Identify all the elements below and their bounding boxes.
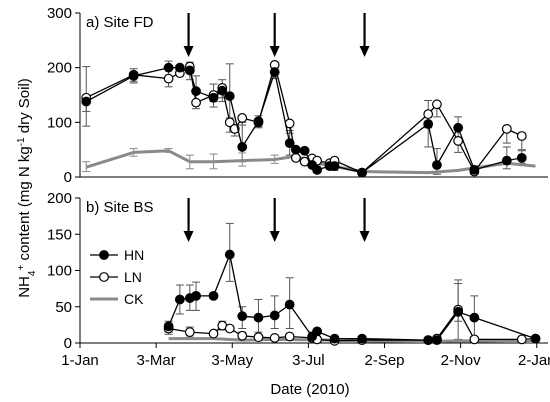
event-arrow-head	[359, 231, 370, 242]
point-ln	[432, 99, 442, 110]
point-ln	[501, 123, 512, 134]
point-hn	[269, 310, 280, 321]
point-hn	[432, 160, 442, 170]
x-tick-label: 1-Jan	[61, 352, 99, 369]
legend-marker-hn	[99, 250, 109, 260]
point-hn	[453, 306, 464, 317]
point-hn	[423, 119, 434, 129]
point-ln	[423, 109, 434, 120]
point-hn	[357, 333, 367, 344]
event-arrow-head	[183, 46, 194, 57]
point-hn	[284, 299, 295, 310]
point-hn	[191, 86, 201, 97]
point-hn	[163, 321, 174, 332]
x-tick-label: 3-Jul	[292, 352, 325, 369]
point-hn	[432, 335, 442, 346]
event-arrow-head	[183, 231, 194, 242]
y-tick-label: 200	[47, 190, 72, 207]
point-hn	[217, 85, 228, 96]
point-hn	[237, 311, 248, 322]
point-ln	[163, 73, 174, 84]
point-hn	[469, 312, 480, 323]
point-ln	[224, 323, 235, 334]
point-hn	[128, 70, 139, 81]
point-hn	[208, 290, 219, 301]
point-hn	[329, 333, 340, 344]
legend-label-hn: HN	[124, 247, 144, 263]
point-hn	[453, 122, 464, 133]
point-ln	[469, 334, 480, 345]
y-tick-label: 50	[55, 299, 72, 316]
point-hn	[184, 65, 195, 76]
legend-label-ck: CK	[124, 291, 144, 307]
point-hn	[469, 164, 480, 175]
event-arrow-head	[359, 46, 370, 57]
point-hn	[312, 164, 323, 175]
event-arrow-head	[269, 231, 280, 242]
point-hn	[191, 290, 201, 301]
point-hn	[312, 326, 323, 337]
point-ln	[191, 97, 201, 108]
point-hn	[501, 155, 512, 166]
x-tick-label: 3-Mar	[137, 352, 176, 369]
point-ln	[208, 328, 219, 339]
point-hn	[224, 91, 235, 101]
y-tick-label: 100	[47, 114, 72, 131]
point-hn	[530, 333, 541, 344]
point-hn	[253, 116, 264, 127]
panel-title: a) Site FD	[86, 14, 154, 31]
point-hn	[357, 167, 367, 178]
series-line-ck	[85, 149, 536, 175]
point-hn	[208, 92, 219, 103]
point-ln	[253, 332, 264, 343]
point-hn	[174, 62, 185, 73]
point-ln	[453, 136, 464, 146]
point-ln	[237, 113, 248, 123]
point-ln	[269, 333, 280, 343]
y-tick-label: 0	[64, 169, 72, 186]
event-arrow-head	[269, 46, 280, 57]
point-hn	[516, 152, 527, 163]
point-hn	[174, 294, 185, 305]
x-tick-label: 2-Sep	[364, 352, 404, 369]
x-tick-label: 3-May	[211, 352, 253, 369]
point-hn	[237, 142, 248, 152]
y-axis-label: NH4+ content (mg N kg-1 dry Soil)	[16, 78, 38, 298]
point-hn	[224, 249, 235, 260]
point-ln	[291, 152, 301, 163]
point-hn	[269, 67, 280, 77]
point-hn	[291, 144, 301, 155]
series-line-ln	[85, 64, 523, 174]
point-hn	[299, 145, 310, 156]
y-tick-label: 0	[64, 335, 72, 352]
point-hn	[81, 96, 92, 107]
point-ln	[516, 131, 527, 141]
point-hn	[163, 62, 174, 73]
point-hn	[284, 138, 295, 149]
panel-site-fd: 0 100 200 300 a) Site FD	[47, 5, 548, 186]
point-ln	[184, 327, 195, 338]
x-tick-label: 2-Nov	[441, 352, 482, 369]
legend-marker-ln	[99, 272, 109, 282]
legend-label-ln: LN	[124, 269, 142, 285]
legend: HN LN CK	[90, 247, 144, 307]
point-ln	[237, 330, 248, 341]
point-hn	[329, 161, 340, 171]
point-ln	[224, 117, 235, 128]
x-axis-label: Date (2010)	[270, 381, 349, 398]
panel-title: b) Site BS	[86, 199, 154, 216]
y-tick-label: 300	[47, 5, 72, 22]
point-hn	[423, 335, 434, 346]
y-tick-label: 150	[47, 226, 72, 243]
panel-site-bs: 0 50 100 150 200 1-Jan 3-Mar 3-May 3-Jul 2-Sep 2-N…	[47, 190, 550, 369]
x-tick-label: 2-Jan	[518, 352, 550, 369]
point-hn	[253, 312, 264, 323]
point-ln	[516, 334, 527, 345]
y-tick-label: 200	[47, 60, 72, 77]
point-ln	[284, 331, 295, 342]
y-tick-label: 100	[47, 263, 72, 280]
